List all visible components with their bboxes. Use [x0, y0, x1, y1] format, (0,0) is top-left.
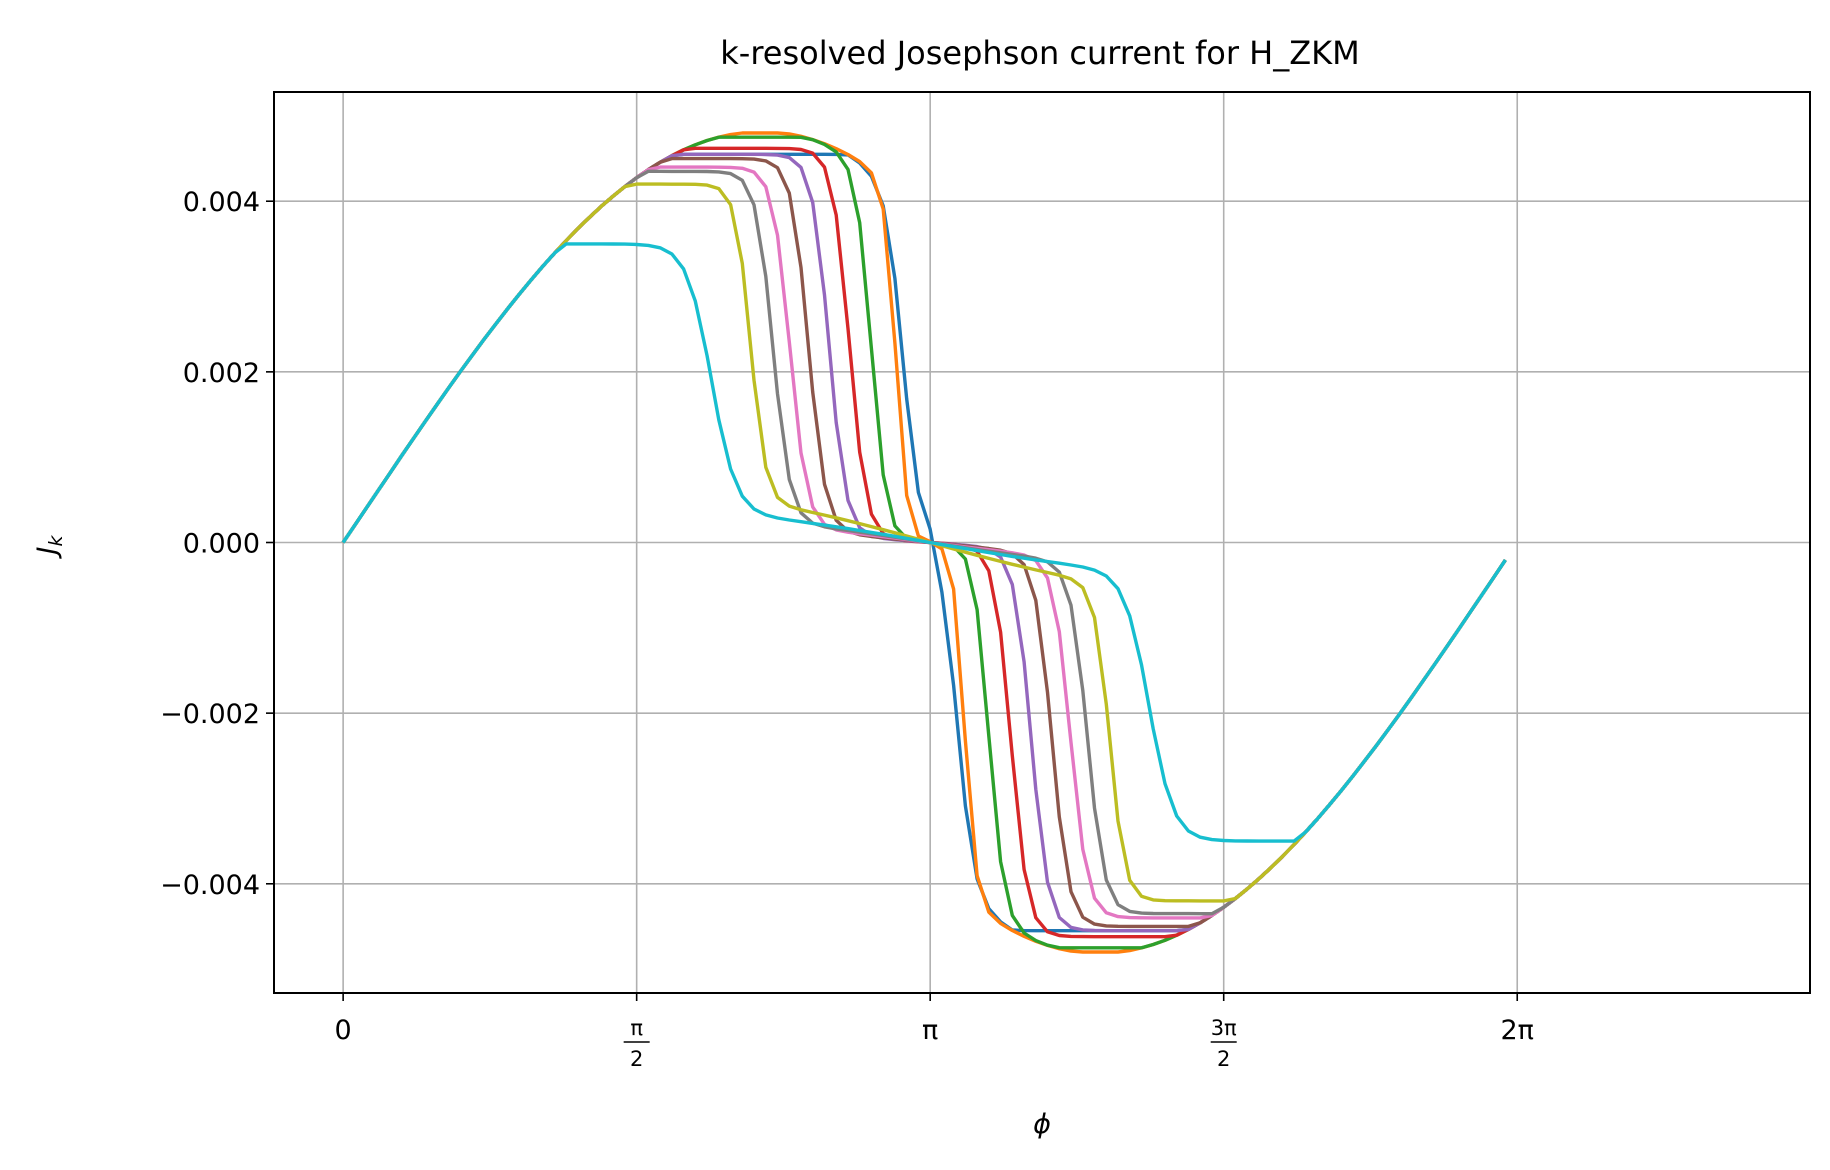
x-tick-label: π: [922, 1015, 938, 1046]
y-axis-label-subscript: k: [45, 535, 67, 547]
x-tick-label: 0: [335, 1015, 352, 1046]
y-tick-label: −0.004: [160, 870, 260, 901]
y-tick-label: 0.002: [183, 358, 260, 389]
x-tick-label: 2π: [1501, 1015, 1534, 1046]
x-axis-label: ϕ: [1033, 1109, 1051, 1140]
x-tick-label-numerator: π: [630, 1016, 643, 1040]
x-tick-label-denominator: 2: [630, 1047, 643, 1071]
series-line-10: [341, 242, 1507, 843]
y-tick-label: −0.002: [160, 699, 260, 730]
y-tick-label: 0.004: [183, 187, 260, 218]
y-tick-label: 0.000: [183, 529, 260, 560]
x-tick-label-numerator: 3π: [1211, 1016, 1237, 1040]
x-tick-label-denominator: 2: [1217, 1047, 1230, 1071]
series-layer: [341, 131, 1507, 954]
chart-title: k-resolved Josephson current for H_ZKM: [720, 34, 1360, 72]
